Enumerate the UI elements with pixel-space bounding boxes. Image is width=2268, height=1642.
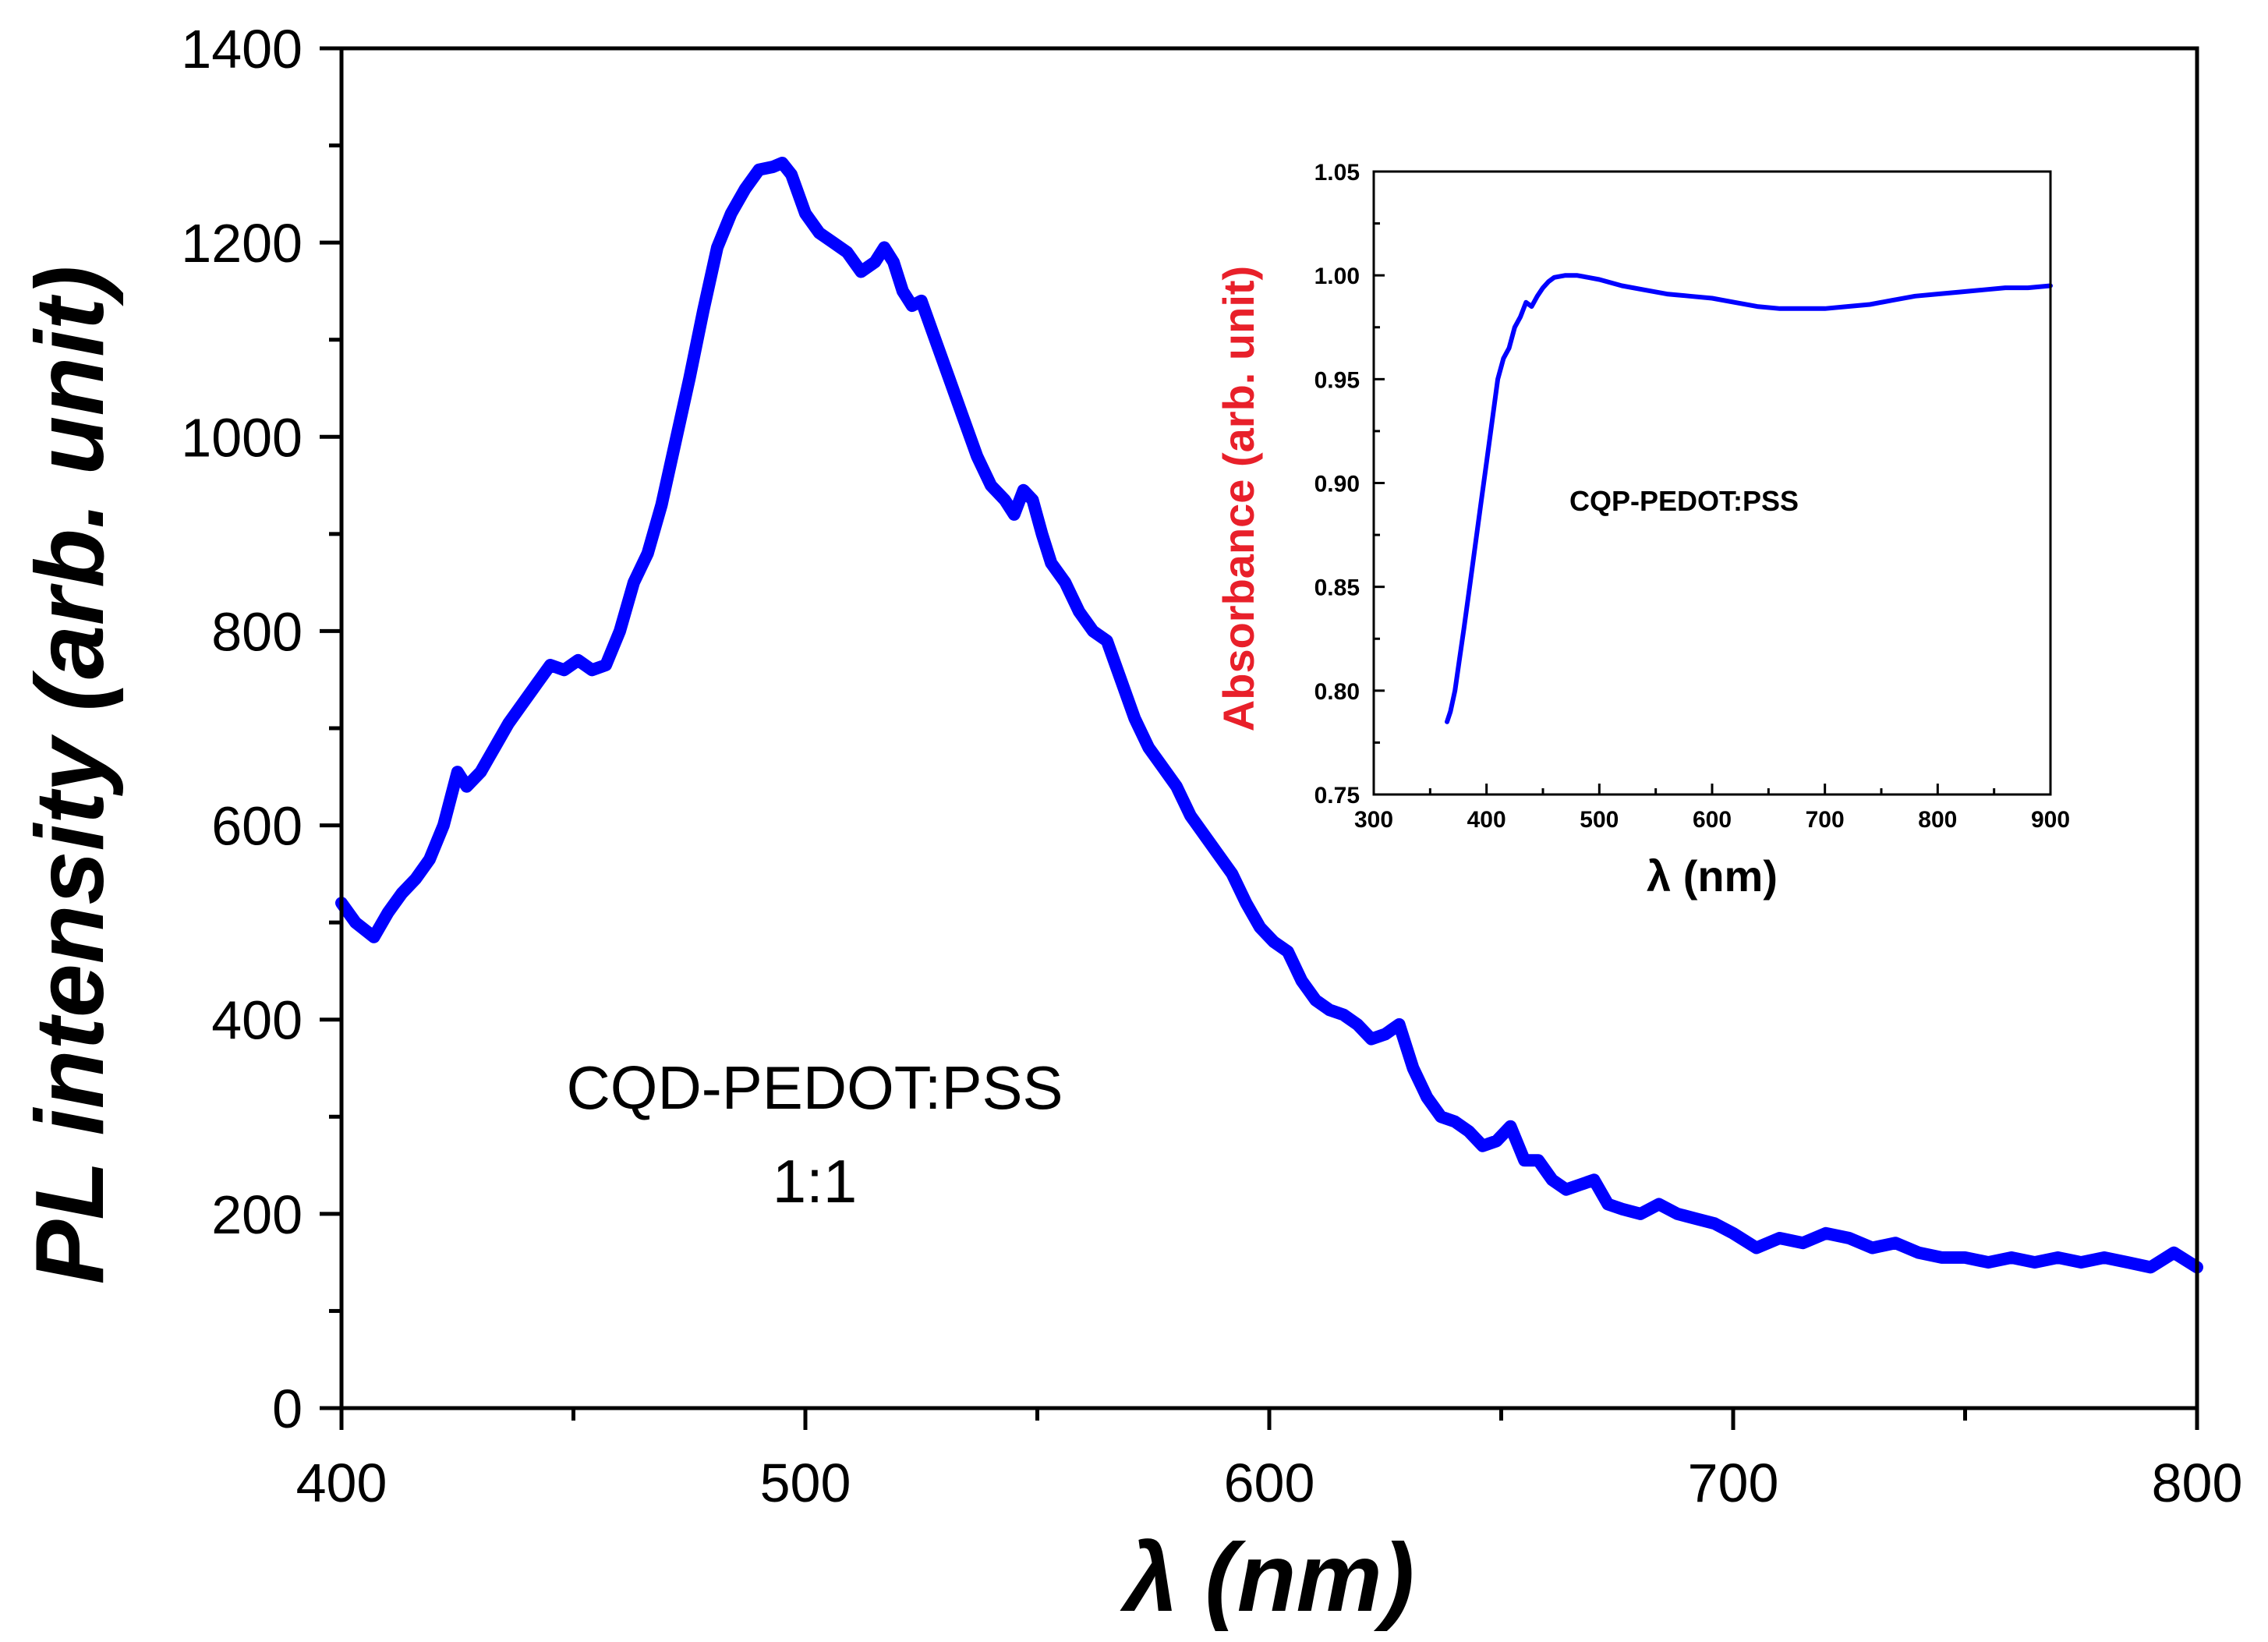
main-y-tick-label: 1200 (181, 213, 303, 274)
inset-series-line (1445, 273, 2053, 724)
inset-chart: 300 400 500 600 700 800 900 0.75 0.80 0.85 0.90 0.9… (1214, 160, 2070, 901)
inset-y-tick-label: 0.75 (1314, 783, 1360, 809)
inset-x-tick-label: 600 (1693, 807, 1732, 833)
main-x-tick-label: 800 (2152, 1453, 2243, 1513)
main-x-tick-label: 500 (760, 1453, 851, 1513)
inset-x-tick-label: 800 (1918, 807, 1957, 833)
main-y-tick-label: 600 (211, 796, 303, 857)
inset-y-axis-title: Absorbance (arb. unit) (1214, 266, 1263, 731)
main-y-tick-label: 800 (211, 601, 303, 662)
main-annotation-ratio: 1:1 (773, 1147, 857, 1216)
inset-tick-labels: 300 400 500 600 700 800 900 0.75 0.80 0.85 0.90 0.9… (1314, 160, 2070, 833)
inset-x-axis-title: λ (nm) (1647, 851, 1778, 901)
main-ticks (320, 46, 2199, 1430)
main-tick-labels: 400 500 600 700 800 0 200 400 600 800 1000 1200 1400 (181, 19, 2242, 1513)
inset-y-tick-label: 0.80 (1314, 679, 1360, 705)
inset-y-tick-label: 0.85 (1314, 575, 1360, 601)
main-y-tick-label: 1400 (181, 19, 303, 80)
inset-y-tick-label: 0.95 (1314, 367, 1360, 393)
inset-y-tick-label: 1.05 (1314, 160, 1360, 186)
inset-x-tick-label: 300 (1354, 807, 1393, 833)
main-x-tick-label: 600 (1224, 1453, 1315, 1513)
main-y-tick-label: 400 (211, 990, 303, 1051)
main-x-axis-title: λ (nm) (1120, 1524, 1414, 1632)
inset-plot-frame (1372, 170, 2052, 796)
inset-y-tick-label: 0.90 (1314, 472, 1360, 497)
main-y-axis-title: PL intensity (arb. unit) (16, 266, 124, 1285)
inset-x-tick-label: 700 (1806, 807, 1845, 833)
main-y-tick-label: 200 (211, 1184, 303, 1245)
main-series-line (335, 157, 2203, 1274)
main-y-tick-label: 1000 (181, 407, 303, 468)
main-x-tick-label: 700 (1688, 1453, 1779, 1513)
main-x-tick-label: 400 (296, 1453, 387, 1513)
inset-y-tick-label: 1.00 (1314, 264, 1360, 289)
inset-x-tick-label: 500 (1580, 807, 1619, 833)
inset-x-tick-label: 900 (2031, 807, 2070, 833)
inset-annotation: CQP-PEDOT:PSS (1569, 485, 1799, 517)
main-chart: 400 500 600 700 800 0 200 400 600 800 1000 1200 1400… (16, 19, 2242, 1632)
inset-x-tick-label: 400 (1467, 807, 1506, 833)
main-annotation-sample: CQD-PEDOT:PSS (566, 1053, 1063, 1122)
main-y-tick-label: 0 (272, 1378, 303, 1439)
main-plot-frame (339, 46, 2199, 1410)
